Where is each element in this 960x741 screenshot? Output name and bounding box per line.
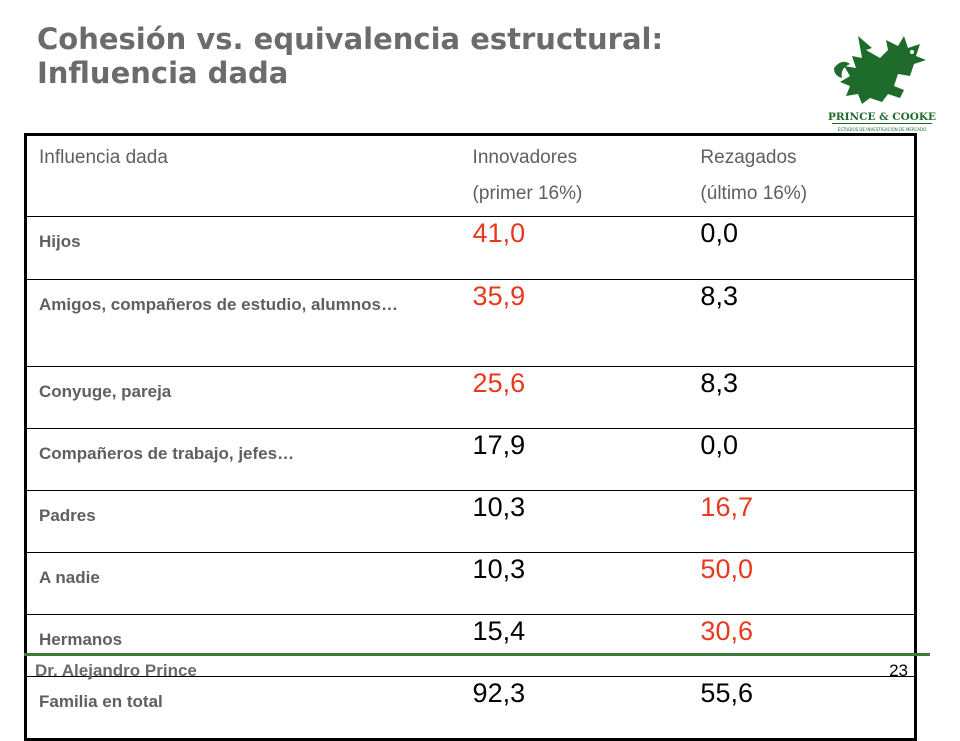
table-row: Familia en total 92,3 55,6: [26, 677, 916, 740]
laggards-value: 8,3: [688, 279, 916, 367]
table-row: Padres 10,3 16,7: [25, 490, 916, 553]
row-label: Conyuge, pareja: [25, 366, 461, 429]
row-label: Hermanos: [25, 614, 461, 677]
laggards-value: 0,0: [688, 216, 916, 280]
slide-title-line-2: Influencia dada: [37, 56, 289, 90]
row-label: Padres: [25, 490, 461, 553]
row-label: Compañeros de trabajo, jefes…: [25, 428, 461, 491]
laggards-value: 8,3: [688, 366, 916, 429]
row-label: Hijos: [25, 216, 461, 280]
innovators-value: 92,3: [472, 678, 526, 708]
table-header-row: Influencia dada Innovadores (primer 16%)…: [25, 134, 916, 217]
laggards-value: 0,0: [688, 428, 916, 491]
influence-table: Influencia dada Innovadores (primer 16%)…: [24, 133, 917, 741]
footer-divider: [24, 653, 930, 656]
innovators-value: 17,9: [460, 428, 689, 491]
innovators-value: 25,6: [460, 366, 689, 429]
dragon-icon: [834, 36, 926, 104]
table-row: Hijos 41,0 0,0: [25, 216, 916, 280]
slide-title-line-1: Cohesión vs. equivalencia estructural:: [37, 22, 664, 56]
laggards-value: 16,7: [688, 490, 916, 553]
laggards-value: 55,6: [700, 678, 753, 708]
row-label: Amigos, compañeros de estudio, alumnos…: [25, 279, 461, 367]
innovators-value: 10,3: [460, 490, 689, 553]
innovators-value: 35,9: [460, 279, 689, 367]
column-header-innovators: Innovadores (primer 16%): [460, 134, 689, 217]
logo-wordmark: PRINCE & COOKE: [828, 111, 936, 123]
slide-title: Cohesión vs. equivalencia estructural: I…: [37, 22, 817, 90]
row-label: A nadie: [25, 552, 461, 615]
page-number: 23: [889, 661, 908, 680]
row-label: Familia en total: [39, 692, 163, 711]
table-row: Conyuge, pareja 25,6 8,3: [25, 366, 916, 429]
footer-author: Dr. Alejandro Prince: [35, 661, 197, 680]
table-row: Amigos, compañeros de estudio, alumnos… …: [25, 279, 916, 367]
logo-subtext: ESTUDIOS DE INVESTIGACIÓN DE MERCADO: [838, 127, 926, 132]
table-row: Hermanos 15,4 30,6: [25, 614, 916, 677]
innovators-value: 15,4: [460, 614, 689, 677]
laggards-value: 30,6: [688, 614, 916, 677]
table-row: Compañeros de trabajo, jefes… 17,9 0,0: [25, 428, 916, 491]
laggards-value: 50,0: [688, 552, 916, 615]
column-header-influence: Influencia dada: [25, 134, 461, 217]
column-header-laggards: Rezagados (último 16%): [688, 134, 916, 217]
innovators-value: 41,0: [460, 216, 689, 280]
table-row: A nadie 10,3 50,0: [25, 552, 916, 615]
innovators-value: 10,3: [460, 552, 689, 615]
prince-cooke-logo: PRINCE & COOKE ESTUDIOS DE INVESTIGACIÓN…: [828, 36, 936, 132]
